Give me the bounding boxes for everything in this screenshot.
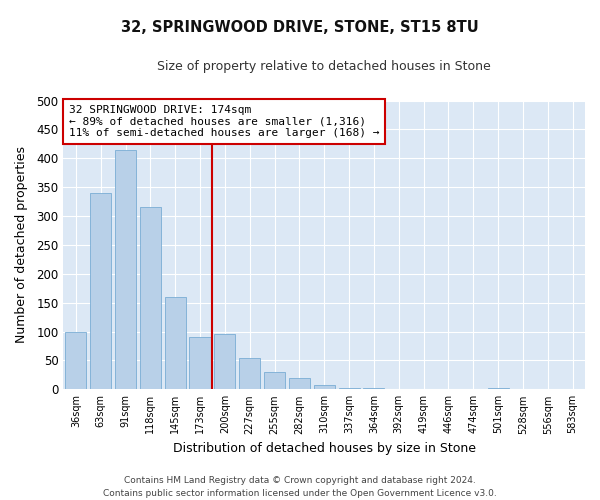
Y-axis label: Number of detached properties: Number of detached properties [15,146,28,344]
Text: 32 SPRINGWOOD DRIVE: 174sqm
← 89% of detached houses are smaller (1,316)
11% of : 32 SPRINGWOOD DRIVE: 174sqm ← 89% of det… [68,105,379,138]
Bar [190,338,211,390]
Bar [364,388,385,390]
Text: 32, SPRINGWOOD DRIVE, STONE, ST15 8TU: 32, SPRINGWOOD DRIVE, STONE, ST15 8TU [121,20,479,35]
Bar [264,372,285,390]
Bar [314,386,335,390]
Bar [140,208,161,390]
Bar [562,388,583,390]
Bar [388,388,409,390]
Bar [338,388,359,390]
Bar [488,388,509,390]
Title: Size of property relative to detached houses in Stone: Size of property relative to detached ho… [157,60,491,73]
Bar [115,150,136,390]
Bar [214,334,235,390]
X-axis label: Distribution of detached houses by size in Stone: Distribution of detached houses by size … [173,442,476,455]
Bar [289,378,310,390]
Bar [239,358,260,390]
Bar [65,332,86,390]
Bar [90,193,111,390]
Bar [164,297,186,390]
Text: Contains HM Land Registry data © Crown copyright and database right 2024.
Contai: Contains HM Land Registry data © Crown c… [103,476,497,498]
Bar [537,388,559,390]
